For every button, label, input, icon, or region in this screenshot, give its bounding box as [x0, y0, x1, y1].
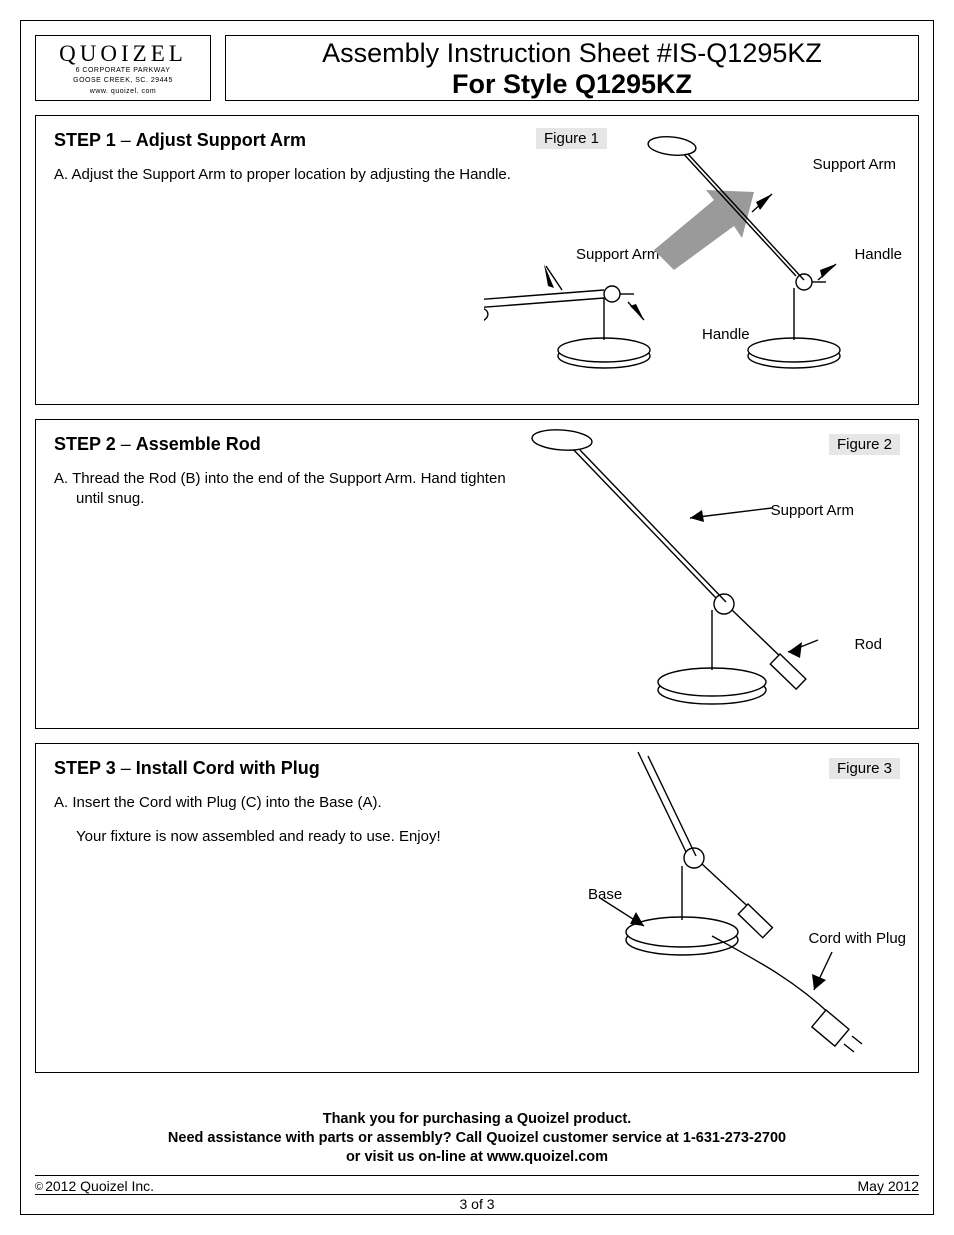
- title-box: Assembly Instruction Sheet #IS-Q1295KZ F…: [225, 35, 919, 101]
- step3-body-b: Your fixture is now assembled and ready …: [54, 827, 524, 847]
- footer-row: ©2012 Quoizel Inc. May 2012: [35, 1175, 919, 1194]
- step1-body-a: A. Adjust the Support Arm to proper loca…: [54, 165, 524, 185]
- step2-rest: Assemble Rod: [136, 434, 261, 454]
- brand-name: QUOIZEL: [44, 42, 202, 65]
- thanks-line1: Thank you for purchasing a Quoizel produ…: [323, 1111, 632, 1127]
- step3-box: STEP 3 – Install Cord with Plug A. Inser…: [35, 743, 919, 1073]
- step1-dash: –: [116, 130, 136, 150]
- footer-copyright: ©2012 Quoizel Inc.: [35, 1178, 154, 1194]
- step3-dash: –: [116, 758, 136, 778]
- title-line2: For Style Q1295KZ: [226, 69, 918, 100]
- step3-rest: Install Cord with Plug: [136, 758, 320, 778]
- logo-box: QUOIZEL 6 CORPORATE PARKWAY GOOSE CREEK,…: [35, 35, 211, 101]
- step1-rest: Adjust Support Arm: [136, 130, 306, 150]
- brand-addr2: GOOSE CREEK, SC. 29445: [44, 77, 202, 85]
- footer: Thank you for purchasing a Quoizel produ…: [21, 1110, 933, 1214]
- thanks-line2: Need assistance with parts or assembly? …: [168, 1130, 786, 1146]
- step3-body-a: A. Insert the Cord with Plug (C) into th…: [54, 793, 524, 813]
- thanks-line3: or visit us on-line at www.quoizel.com: [346, 1149, 608, 1165]
- step3-prefix: STEP 3: [54, 758, 116, 778]
- footer-date: May 2012: [858, 1178, 919, 1194]
- step2-body-a: A. Thread the Rod (B) into the end of th…: [54, 469, 524, 510]
- step3-diagram: [552, 748, 912, 1068]
- step1-diagram: [484, 130, 914, 390]
- brand-addr1: 6 CORPORATE PARKWAY: [44, 67, 202, 75]
- footer-thanks: Thank you for purchasing a Quoizel produ…: [21, 1110, 933, 1171]
- step1-prefix: STEP 1: [54, 130, 116, 150]
- brand-addr3: www. quoizel. com: [44, 88, 202, 96]
- title-line1: Assembly Instruction Sheet #IS-Q1295KZ: [226, 38, 918, 69]
- step1-box: STEP 1 – Adjust Support Arm A. Adjust th…: [35, 115, 919, 405]
- step2-diagram: [522, 426, 912, 716]
- step2-dash: –: [116, 434, 136, 454]
- step2-prefix: STEP 2: [54, 434, 116, 454]
- step2-box: STEP 2 – Assemble Rod A. Thread the Rod …: [35, 419, 919, 729]
- header-row: QUOIZEL 6 CORPORATE PARKWAY GOOSE CREEK,…: [21, 21, 933, 101]
- footer-pagenum: 3 of 3: [35, 1194, 919, 1214]
